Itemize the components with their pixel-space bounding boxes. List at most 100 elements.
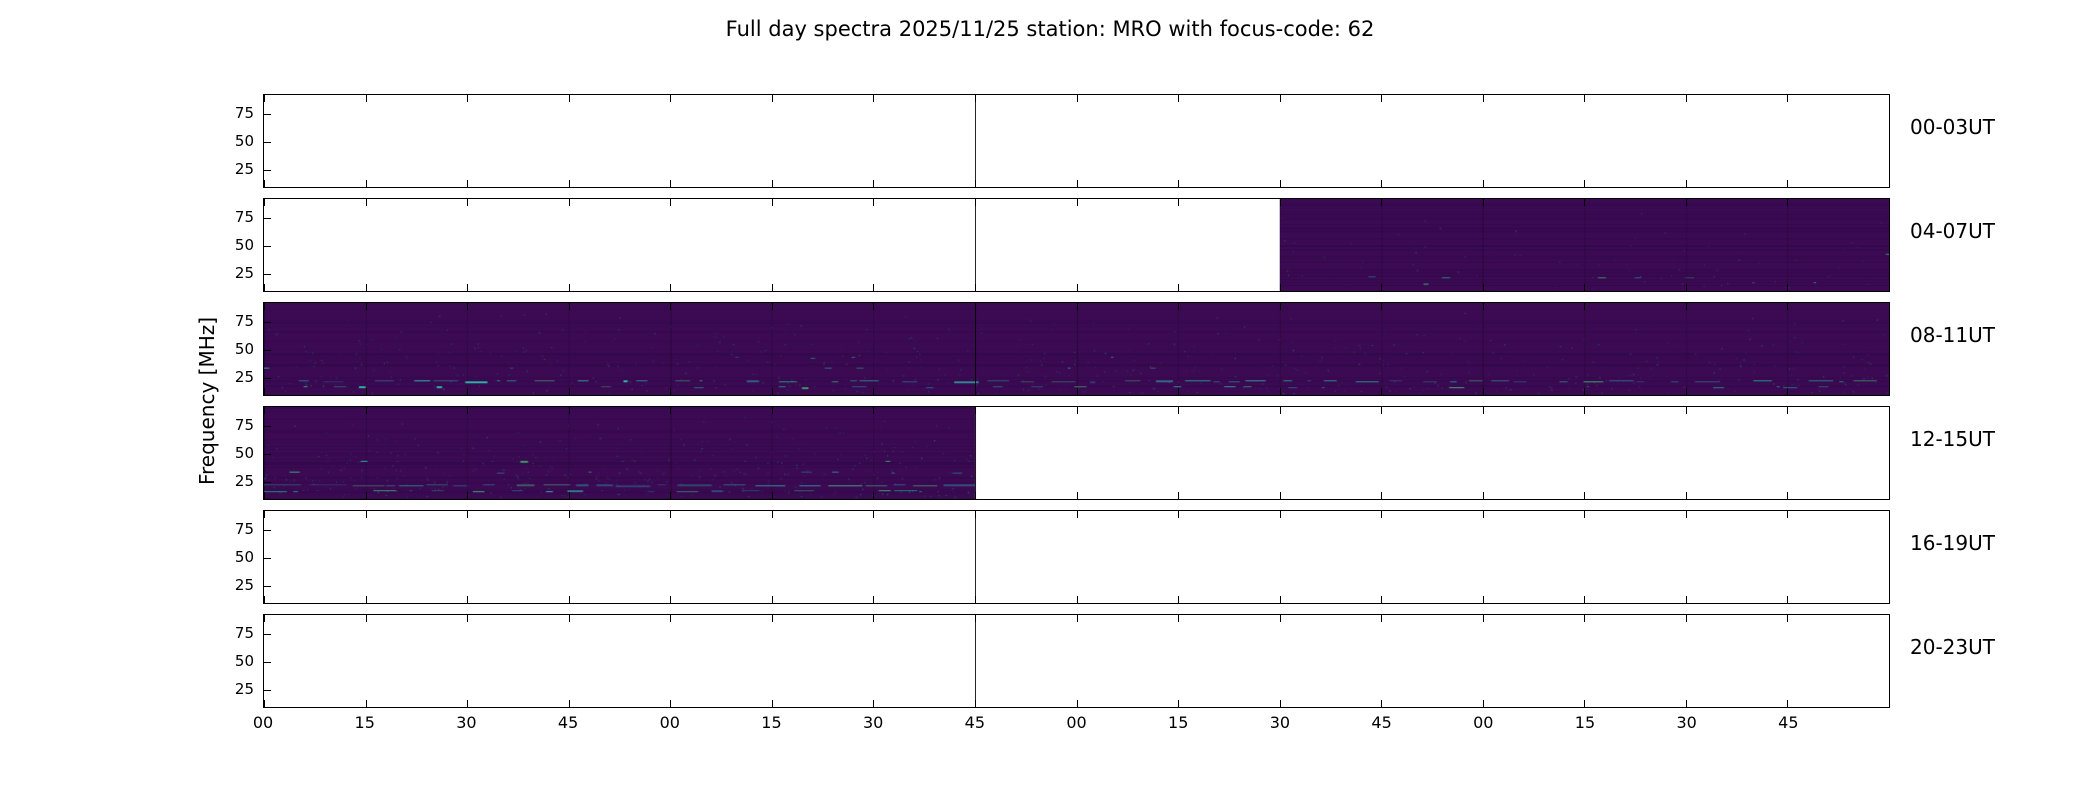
x-tick-mark bbox=[873, 700, 875, 707]
y-tick-label: 50 bbox=[234, 236, 254, 254]
marker-line bbox=[974, 407, 976, 499]
chart-title: Full day spectra 2025/11/25 station: MRO… bbox=[725, 17, 1375, 41]
x-tick-mark bbox=[1787, 95, 1789, 102]
x-tick-mark bbox=[1482, 700, 1484, 707]
x-tick-mark bbox=[670, 511, 672, 518]
x-tick-mark bbox=[264, 388, 265, 395]
x-tick-mark bbox=[1889, 303, 1890, 310]
x-tick-mark bbox=[264, 303, 265, 310]
x-tick-mark bbox=[1178, 388, 1180, 395]
x-tick-mark bbox=[1685, 199, 1687, 206]
y-tick-mark bbox=[264, 274, 271, 275]
x-tick-mark bbox=[1482, 511, 1484, 518]
marker-line bbox=[974, 615, 976, 707]
x-tick-mark bbox=[1279, 615, 1281, 622]
x-tick-mark bbox=[771, 388, 773, 395]
x-tick-mark bbox=[365, 95, 367, 102]
y-tick-label: 75 bbox=[234, 416, 254, 434]
x-tick-mark bbox=[1279, 407, 1281, 414]
x-tick-mark bbox=[264, 511, 265, 518]
x-tick-mark bbox=[264, 700, 265, 707]
x-tick-mark bbox=[1787, 180, 1789, 187]
y-tick-mark bbox=[264, 482, 271, 483]
x-tick-mark bbox=[771, 700, 773, 707]
x-tick-mark bbox=[568, 700, 570, 707]
x-tick-mark bbox=[264, 407, 265, 414]
y-tick-label: 25 bbox=[234, 264, 254, 282]
x-tick-mark bbox=[1787, 284, 1789, 291]
x-tick-mark bbox=[365, 492, 367, 499]
x-tick-mark bbox=[1076, 511, 1078, 518]
y-tick-label: 50 bbox=[234, 340, 254, 358]
x-tick-label: 30 bbox=[862, 713, 884, 732]
y-tick-label: 50 bbox=[234, 548, 254, 566]
x-tick-mark bbox=[1076, 303, 1078, 310]
x-tick-mark bbox=[1889, 407, 1890, 414]
x-tick-mark bbox=[771, 492, 773, 499]
panel-plot-area bbox=[263, 614, 1890, 708]
x-tick-mark bbox=[1178, 511, 1180, 518]
x-tick-mark bbox=[1076, 407, 1078, 414]
y-tick-mark bbox=[264, 322, 271, 323]
x-tick-mark bbox=[771, 284, 773, 291]
x-tick-mark bbox=[1178, 492, 1180, 499]
x-tick-mark bbox=[1685, 407, 1687, 414]
x-tick-mark bbox=[568, 615, 570, 622]
y-tick-label: 75 bbox=[234, 624, 254, 642]
x-tick-mark bbox=[1482, 95, 1484, 102]
x-tick-mark bbox=[873, 199, 875, 206]
x-tick-mark bbox=[1584, 700, 1586, 707]
y-tick-label: 75 bbox=[234, 520, 254, 538]
x-tick-mark bbox=[1178, 700, 1180, 707]
panel-time-label: 12-15UT bbox=[1910, 427, 1995, 451]
x-tick-mark bbox=[467, 303, 469, 310]
x-tick-mark bbox=[670, 615, 672, 622]
y-tick-mark bbox=[264, 350, 271, 351]
x-tick-mark bbox=[1584, 303, 1586, 310]
x-tick-mark bbox=[1279, 199, 1281, 206]
y-tick-mark bbox=[264, 454, 271, 455]
x-tick-mark bbox=[1178, 596, 1180, 603]
x-tick-mark bbox=[1178, 303, 1180, 310]
x-tick-mark bbox=[1685, 180, 1687, 187]
x-tick-mark bbox=[264, 95, 265, 102]
x-tick-mark bbox=[1482, 596, 1484, 603]
x-tick-mark bbox=[873, 180, 875, 187]
x-tick-mark bbox=[771, 303, 773, 310]
panel-plot-area bbox=[263, 406, 1890, 500]
x-tick-mark bbox=[1482, 303, 1484, 310]
x-tick-mark bbox=[1685, 511, 1687, 518]
x-tick-mark bbox=[1685, 303, 1687, 310]
x-tick-mark bbox=[670, 303, 672, 310]
y-tick-label: 50 bbox=[234, 652, 254, 670]
x-tick-mark bbox=[264, 615, 265, 622]
y-tick-mark bbox=[264, 426, 271, 427]
x-tick-mark bbox=[670, 700, 672, 707]
x-tick-mark bbox=[1889, 615, 1890, 622]
x-tick-mark bbox=[1685, 388, 1687, 395]
y-tick-label: 25 bbox=[234, 160, 254, 178]
x-tick-label: 00 bbox=[1473, 713, 1494, 732]
x-tick-mark bbox=[467, 284, 469, 291]
y-tick-mark bbox=[264, 114, 271, 115]
y-tick-mark bbox=[264, 558, 271, 559]
x-tick-mark bbox=[467, 95, 469, 102]
x-tick-mark bbox=[568, 199, 570, 206]
x-tick-mark bbox=[1787, 700, 1789, 707]
x-tick-mark bbox=[670, 596, 672, 603]
x-tick-mark bbox=[1279, 303, 1281, 310]
x-tick-label: 15 bbox=[1168, 713, 1189, 732]
x-tick-mark bbox=[1584, 596, 1586, 603]
x-tick-mark bbox=[771, 199, 773, 206]
x-tick-label: 45 bbox=[1371, 713, 1392, 732]
x-tick-label: 45 bbox=[964, 713, 985, 732]
x-tick-label: 45 bbox=[557, 713, 579, 732]
x-tick-mark bbox=[1889, 388, 1890, 395]
panel-plot-area bbox=[263, 302, 1890, 396]
x-tick-mark bbox=[1482, 284, 1484, 291]
x-tick-mark bbox=[1381, 95, 1383, 102]
x-tick-mark bbox=[771, 407, 773, 414]
spectrogram-canvas bbox=[264, 511, 1889, 603]
x-tick-mark bbox=[467, 199, 469, 206]
y-tick-mark bbox=[264, 142, 271, 143]
